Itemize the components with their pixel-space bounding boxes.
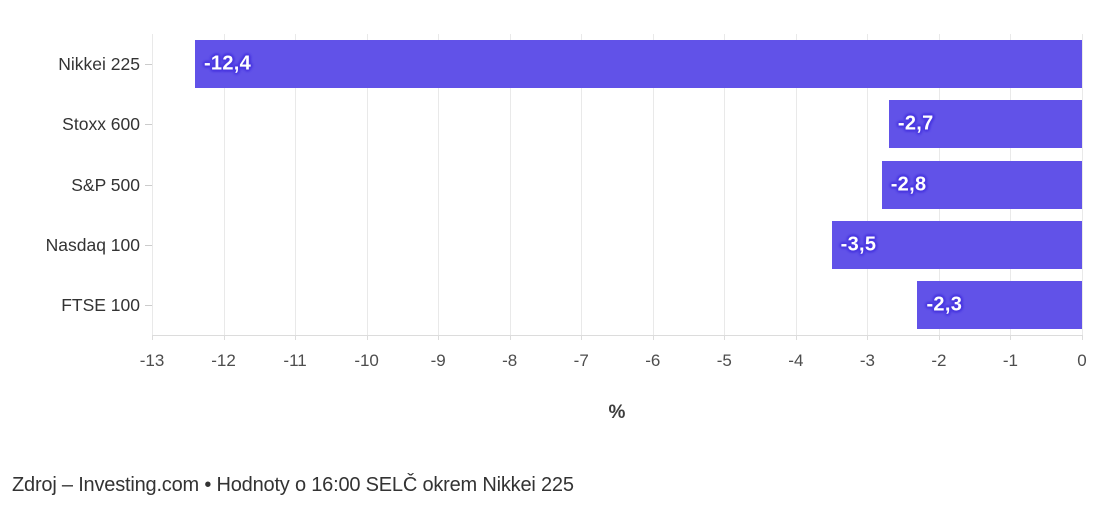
bar: -12,4	[194, 40, 1082, 89]
gridline	[795, 34, 797, 335]
gridline	[295, 34, 297, 335]
axis-tick	[438, 335, 440, 340]
category-label: Stoxx 600	[62, 114, 140, 135]
axis-tick	[509, 335, 511, 340]
bar-value-label: -2,7	[897, 112, 934, 135]
bar: -2,3	[917, 280, 1082, 329]
category-label: FTSE 100	[61, 294, 140, 315]
axis-tick	[152, 335, 153, 340]
axis-tick	[366, 335, 368, 340]
x-tick-label: -13	[139, 351, 165, 370]
category-label: Nikkei 225	[58, 54, 140, 75]
bar: -2,8	[881, 160, 1082, 209]
category-tick	[145, 124, 152, 126]
source-note: Zdroj – Investing.com • Hodnoty o 16:00 …	[12, 474, 574, 496]
category-tick	[145, 64, 152, 66]
gridline	[867, 34, 869, 335]
category-label: Nasdaq 100	[45, 234, 140, 255]
category-label: S&P 500	[71, 174, 140, 195]
x-tick-label: -5	[716, 351, 732, 370]
axis-tick	[295, 335, 297, 340]
axis-tick	[1010, 335, 1012, 340]
axis-tick	[867, 335, 869, 340]
gridline	[223, 34, 225, 335]
axis-tick	[938, 335, 940, 340]
bar: -3,5	[831, 220, 1082, 269]
gridline	[1082, 34, 1083, 335]
x-axis-line	[152, 335, 1082, 336]
axis-tick	[724, 335, 726, 340]
x-axis-title: %	[608, 402, 626, 423]
x-tick-label: -9	[430, 351, 446, 370]
gridline	[509, 34, 511, 335]
x-tick-label: -8	[502, 351, 518, 370]
bar-value-label: -2,8	[890, 173, 927, 195]
gridline	[152, 34, 153, 335]
x-tick-label: -2	[931, 351, 947, 370]
axis-tick	[652, 335, 654, 340]
axis-tick	[223, 335, 225, 340]
x-tick-label: -12	[211, 351, 236, 370]
category-tick	[145, 184, 152, 186]
gridline	[724, 34, 726, 335]
x-tick-label: -6	[645, 351, 661, 370]
gridline	[652, 34, 654, 335]
x-tick-label: -10	[354, 351, 379, 370]
x-tick-label: -1	[1002, 351, 1019, 370]
x-tick-label: -3	[859, 351, 875, 370]
category-tick	[145, 304, 152, 306]
plot-area: -12,4 -2,7 -2,8 -3,5 -2,3	[152, 34, 1083, 335]
x-tick-label: -11	[283, 351, 307, 370]
x-tick-label: -7	[573, 351, 589, 370]
category-tick	[145, 244, 152, 246]
bar: -2,7	[888, 100, 1082, 149]
gridline	[366, 34, 368, 335]
x-tick-label: 0	[1077, 351, 1087, 370]
axis-tick	[795, 335, 797, 340]
bar-value-label: -12,4	[203, 52, 252, 75]
bar-value-label: -2,3	[926, 293, 963, 316]
axis-tick	[581, 335, 583, 340]
gridline	[581, 34, 583, 335]
x-tick-label: -4	[788, 351, 804, 370]
axis-tick	[1082, 335, 1083, 340]
gridline	[438, 34, 440, 335]
bar-value-label: -3,5	[840, 233, 877, 256]
